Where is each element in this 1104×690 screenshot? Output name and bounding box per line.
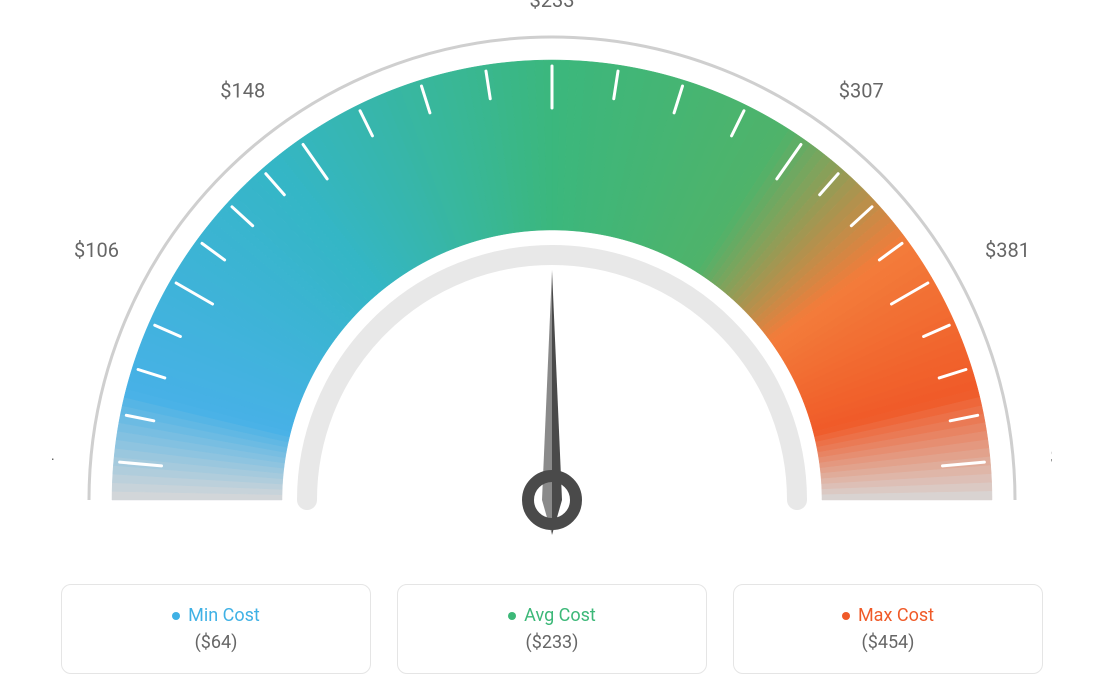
gauge-svg: $64 $106 $148 $233 $307 $381 $454 xyxy=(52,0,1052,560)
legend-value-max: ($454) xyxy=(862,632,915,653)
legend-dot-max xyxy=(842,612,850,620)
legend-card-min: Min Cost ($64) xyxy=(61,584,371,674)
gauge-tick-label: $64 xyxy=(52,444,54,468)
gauge-tick-label: $307 xyxy=(839,78,884,102)
legend-row: Min Cost ($64) Avg Cost ($233) Max Cost ($454… xyxy=(61,584,1043,674)
gauge-tick-label: $106 xyxy=(74,238,119,262)
gauge-tick-label: $233 xyxy=(530,0,575,12)
legend-label-max: Max Cost xyxy=(858,605,934,626)
legend-label-min: Min Cost xyxy=(188,605,260,626)
gauge-tick-label: $381 xyxy=(985,238,1030,262)
legend-dot-avg xyxy=(508,612,516,620)
legend-card-avg: Avg Cost ($233) xyxy=(397,584,707,674)
legend-value-min: ($64) xyxy=(195,632,238,653)
legend-card-max: Max Cost ($454) xyxy=(733,584,1043,674)
legend-dot-min xyxy=(172,612,180,620)
legend-title-avg: Avg Cost xyxy=(508,605,596,626)
gauge-chart: $64 $106 $148 $233 $307 $381 $454 xyxy=(52,0,1052,560)
gauge-needle-right xyxy=(552,270,562,535)
legend-value-avg: ($233) xyxy=(526,632,579,653)
gauge-needle-left xyxy=(542,270,552,535)
legend-title-max: Max Cost xyxy=(842,605,934,626)
legend-title-min: Min Cost xyxy=(172,605,260,626)
gauge-tick-label: $148 xyxy=(220,78,265,102)
legend-label-avg: Avg Cost xyxy=(524,605,596,626)
gauge-tick-label: $454 xyxy=(1050,444,1052,468)
